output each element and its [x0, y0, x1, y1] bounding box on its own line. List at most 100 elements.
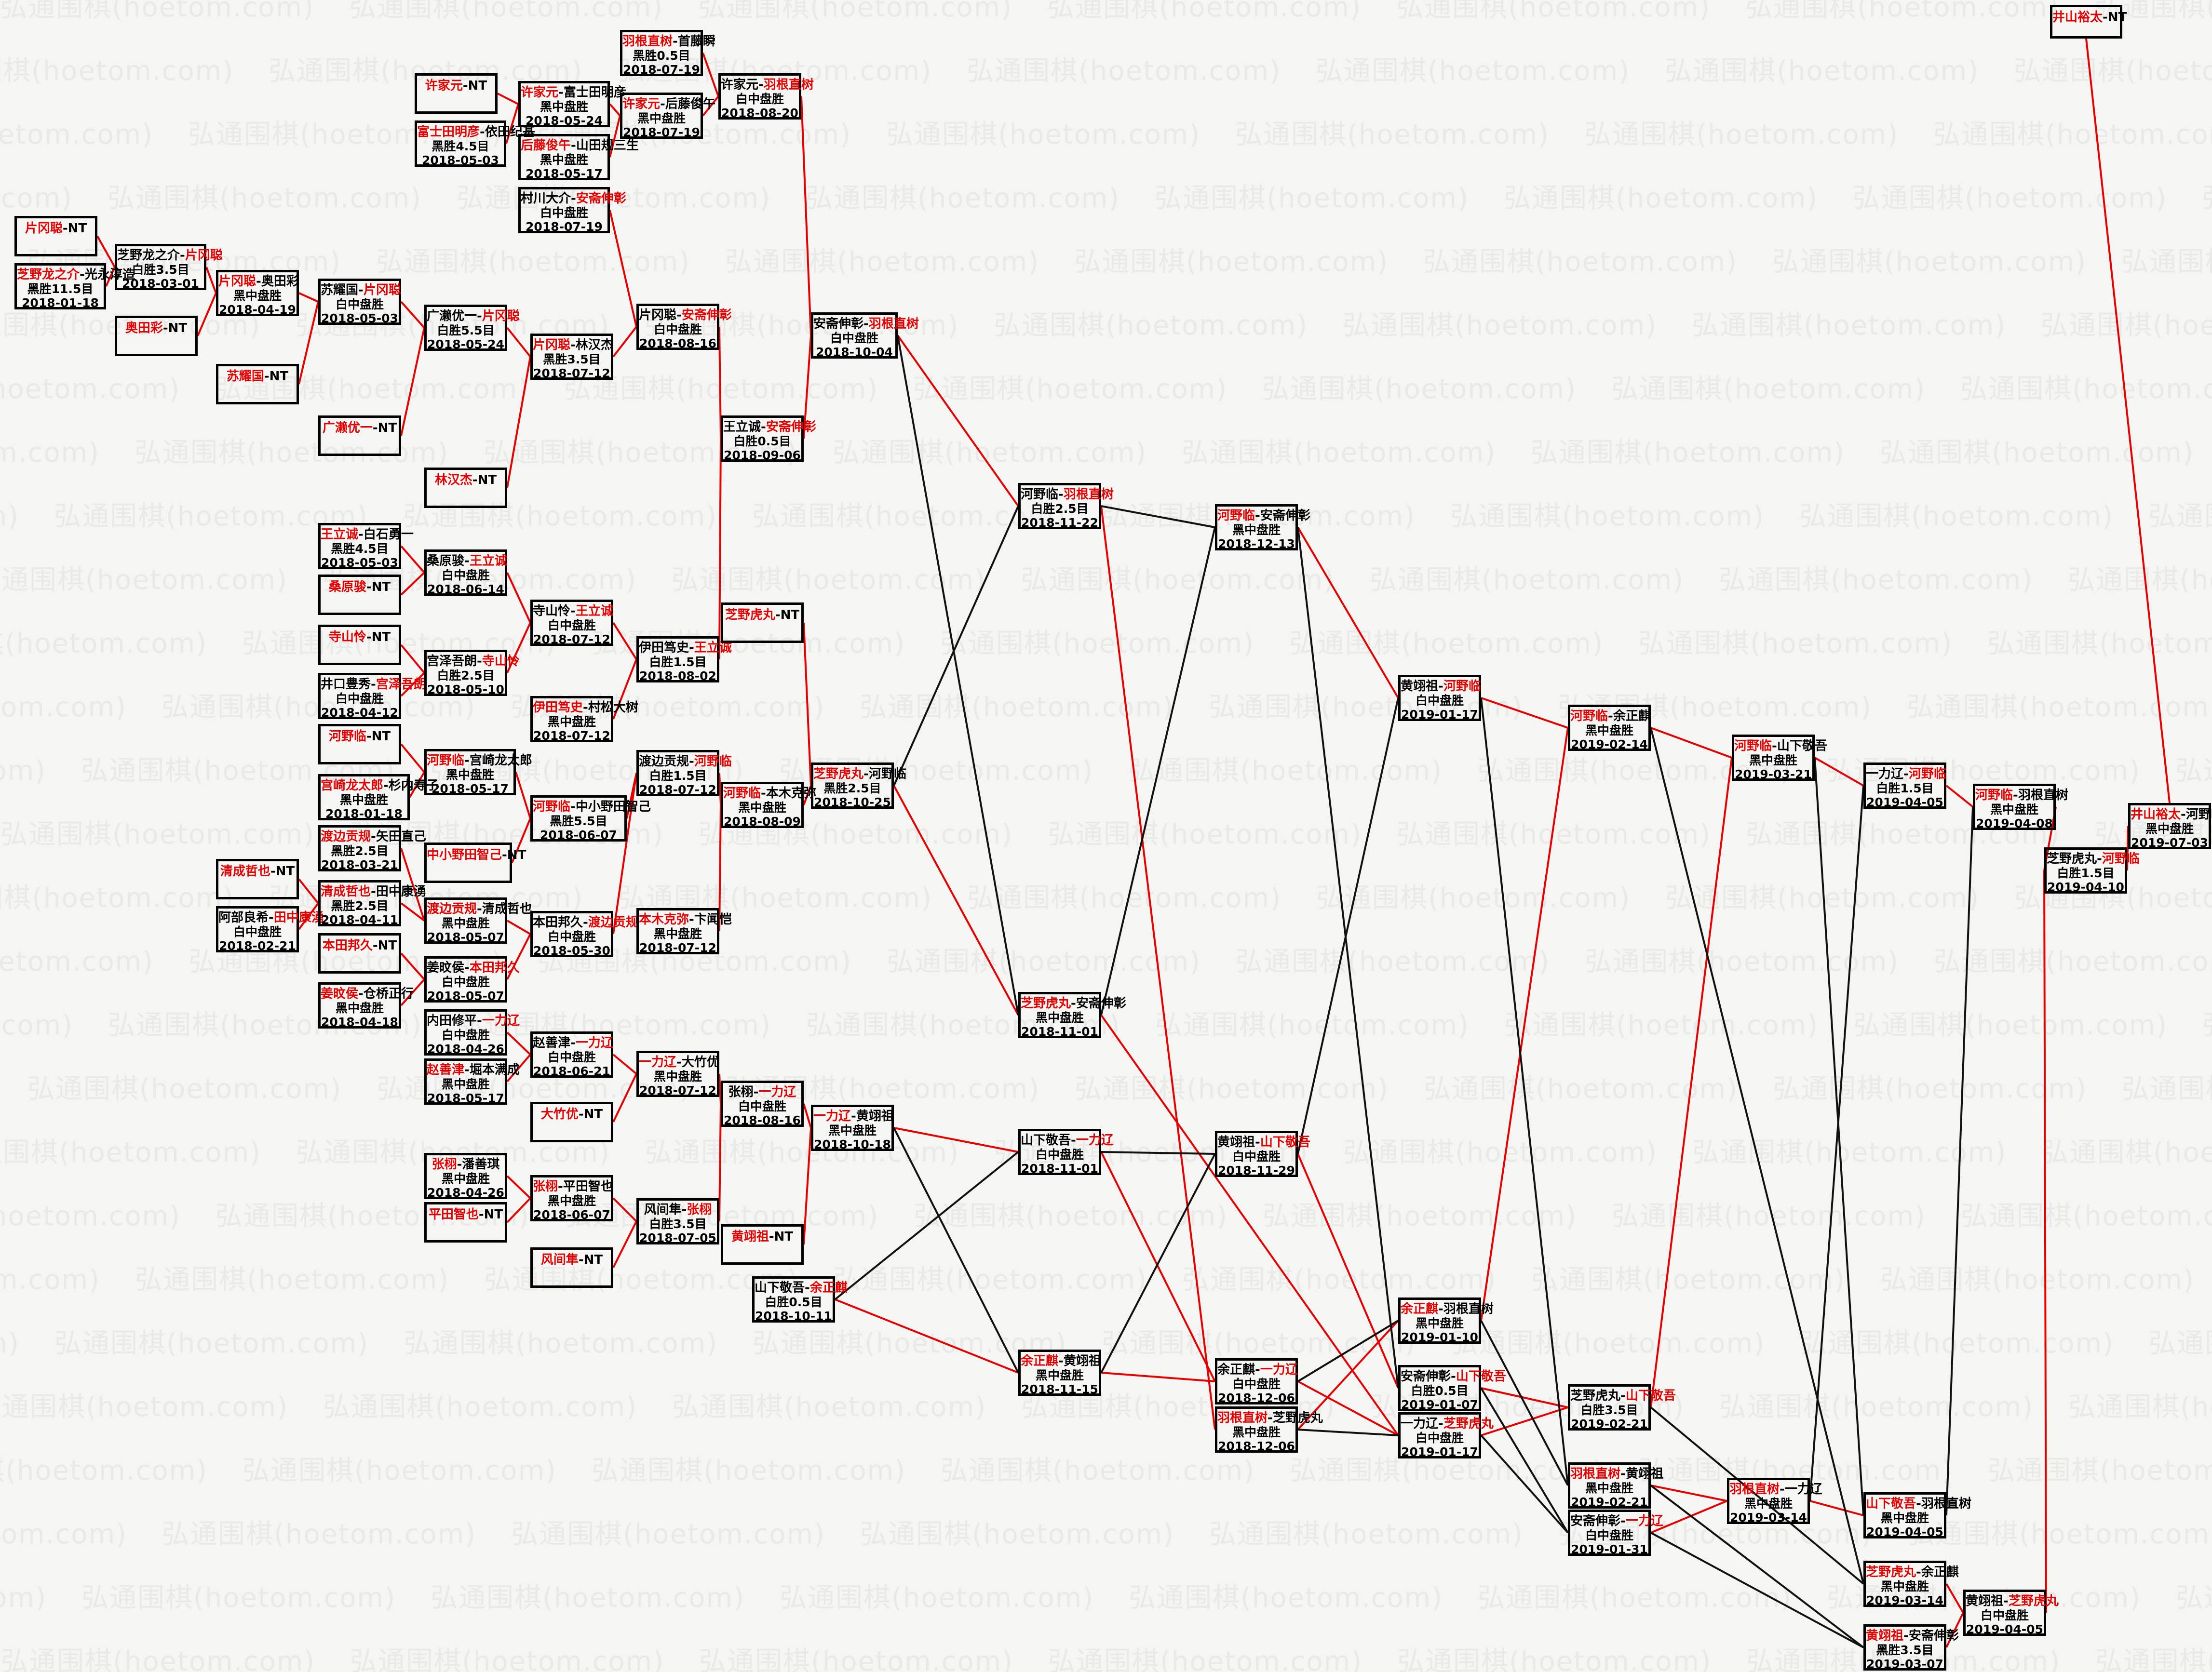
match-box[interactable]: 伊田笃史-村松大树 黑中盘胜 2018-07-12	[530, 696, 638, 743]
match-box[interactable]: 宫泽吾朗-寺山怜 白胜2.5目 2018-05-10	[424, 650, 520, 696]
match-box[interactable]: 伊田笃史-王立诚 白胜1.5目 2018-08-02	[636, 636, 732, 683]
match-box[interactable]: 本木克弥-卞闻恺 黑中盘胜 2018-07-12	[636, 908, 732, 955]
match-box[interactable]: 河野临-本木克弥 黑中盘胜 2018-08-09	[721, 782, 816, 829]
seed-box[interactable]: 林汉杰-NT	[424, 468, 507, 508]
match-box[interactable]: 芝野虎丸-余正麒 黑中盘胜 2019-03-14	[1863, 1561, 1959, 1607]
match-box[interactable]: 井口豊秀-宫泽吾朗 白中盘胜 2018-04-12	[318, 673, 426, 720]
match-box[interactable]: 苏耀国-片冈聪 白中盘胜 2018-05-03	[318, 279, 401, 325]
match-box[interactable]: 赵善津-一力辽 白中盘胜 2018-06-21	[530, 1031, 613, 1078]
match-box[interactable]: 赵善津-堀本满成 黑中盘胜 2018-05-17	[424, 1058, 520, 1105]
match-box[interactable]: 宫崎龙太郎-杉内寿子 黑中盘胜 2018-01-18	[318, 774, 439, 821]
winner-line	[409, 772, 425, 798]
match-box[interactable]: 姜旼侯-本田邦久 白中盘胜 2018-05-07	[424, 956, 520, 1003]
seed-box[interactable]: 河野临-NT	[318, 724, 401, 764]
seed-box[interactable]: 大竹优-NT	[530, 1102, 613, 1142]
match-box[interactable]: 张栩-一力辽 白中盘胜 2018-08-16	[721, 1081, 804, 1127]
match-box[interactable]: 黄翊祖-安斋伸彰 黑胜3.5目 2019-03-07	[1863, 1624, 1959, 1671]
match-box[interactable]: 渡边贡规-河野临 白胜1.5目 2018-07-12	[636, 750, 732, 797]
match-box[interactable]: 清成哲也-田中康湧 黑胜2.5目 2018-04-11	[318, 880, 426, 927]
match-box[interactable]: 后藤俊午-山田规三生 黑中盘胜 2018-05-17	[518, 134, 639, 181]
match-box[interactable]: 片冈聪-奥田彩 黑中盘胜 2018-04-19	[216, 270, 299, 317]
match-box[interactable]: 许家元-后藤俊午 黑中盘胜 2018-07-19	[620, 93, 715, 139]
match-box[interactable]: 山下敬吾-一力辽 白中盘胜 2018-11-01	[1018, 1129, 1114, 1176]
match-box[interactable]: 黄翊祖-河野临 白中盘胜 2019-01-17	[1398, 675, 1481, 722]
match-box[interactable]: 山下敬吾-羽根直树 黑中盘胜 2019-04-05	[1863, 1492, 1971, 1539]
watermark-text: 弘通围棋(hoetom.com)	[2202, 176, 2212, 215]
match-box[interactable]: 河野临-宫崎龙太郎 黑中盘胜 2018-05-17	[424, 749, 532, 796]
match-box[interactable]: 黄翊祖-山下敬吾 白中盘胜 2018-11-29	[1215, 1131, 1310, 1177]
player-black: 阿部良希	[218, 910, 269, 925]
seed-box[interactable]: 黄翊祖-NT	[721, 1224, 804, 1265]
match-box[interactable]: 芝野虎丸-河野临 白胜1.5目 2019-04-10	[2044, 847, 2140, 894]
seed-box[interactable]: 清成哲也-NT	[216, 859, 299, 899]
seed-box[interactable]: 本田邦久-NT	[318, 933, 401, 974]
seed-box[interactable]: 苏耀国-NT	[216, 364, 299, 404]
seed-box[interactable]: 桑原骏-NT	[318, 575, 401, 615]
seed-box[interactable]: 井山裕太-NT	[2050, 5, 2127, 39]
match-box[interactable]: 羽根直树-黄翊祖 黑中盘胜 2019-02-21	[1568, 1462, 1663, 1509]
match-box[interactable]: 芝野虎丸-河野临 黑胜2.5目 2018-10-25	[811, 762, 906, 809]
vs-dash: -	[558, 1179, 563, 1194]
match-box[interactable]: 许家元-羽根直树 白中盘胜 2018-08-20	[718, 73, 814, 120]
match-result: 黑中盘胜	[1880, 1511, 1929, 1525]
match-box[interactable]: 黄翊祖-芝野虎丸 白中盘胜 2019-04-05	[1963, 1590, 2059, 1636]
match-box[interactable]: 一力辽-大竹优 黑中盘胜 2018-07-12	[636, 1051, 719, 1097]
match-box[interactable]: 芝野虎丸-安斋伸彰 黑中盘胜 2018-11-01	[1018, 992, 1126, 1039]
seed-box[interactable]: 奥田彩-NT	[115, 316, 198, 356]
match-box[interactable]: 阿部良希-田中康湧 白中盘胜 2018-02-21	[216, 906, 324, 953]
match-box[interactable]: 河野临-羽根直树 白胜2.5目 2018-11-22	[1018, 483, 1114, 530]
seed-box[interactable]: 风间隼-NT	[530, 1247, 613, 1288]
match-box[interactable]: 安斋伸彰-羽根直树 白中盘胜 2018-10-04	[811, 312, 919, 359]
seed-box[interactable]: 片冈聪-NT	[14, 216, 97, 256]
match-box[interactable]: 寺山怜-王立诚 白中盘胜 2018-07-12	[530, 600, 613, 646]
seed-box[interactable]: 寺山怜-NT	[318, 625, 401, 665]
match-box[interactable]: 渡边贡规-清成哲也 黑中盘胜 2018-05-07	[424, 897, 532, 944]
match-box[interactable]: 渡边贡规-矢田直己 黑胜2.5目 2018-03-21	[318, 825, 426, 872]
match-box[interactable]: 张栩-平田智也 黑中盘胜 2018-06-07	[530, 1175, 613, 1222]
match-box[interactable]: 羽根直树-一力辽 黑中盘胜 2019-03-14	[1727, 1478, 1822, 1525]
match-box[interactable]: 河野临-中小野田智己 黑胜5.5目 2018-06-07	[530, 795, 651, 842]
match-box[interactable]: 羽根直树-首藤瞬 黑胜0.5目 2018-07-19	[620, 30, 715, 77]
seed-box[interactable]: 平田智也-NT	[424, 1202, 507, 1243]
seed-box[interactable]: 芝野虎丸-NT	[721, 602, 804, 643]
match-box[interactable]: 许家元-富士田明彦 黑中盘胜 2018-05-24	[518, 81, 626, 128]
match-date: 2018-10-11	[755, 1309, 832, 1323]
match-box[interactable]: 一力辽-芝野虎丸 白中盘胜 2019-01-17	[1398, 1412, 1494, 1459]
match-box[interactable]: 安斋伸彰-山下敬吾 白胜0.5目 2019-01-07	[1398, 1365, 1506, 1412]
seed-box[interactable]: 许家元-NT	[415, 73, 498, 114]
seed-box[interactable]: 中小野田智己-NT	[424, 843, 526, 883]
match-box[interactable]: 王立诚-白石勇一 黑胜4.5目 2018-05-03	[318, 523, 414, 570]
match-box[interactable]: 河野临-余正麒 黑中盘胜 2019-02-14	[1568, 705, 1651, 751]
match-box[interactable]: 山下敬吾-余正麒 白胜0.5目 2018-10-11	[752, 1276, 848, 1323]
match-box[interactable]: 余正麒-一力辽 白中盘胜 2018-12-06	[1215, 1358, 1298, 1405]
match-box[interactable]: 王立诚-安斋伸彰 白胜0.5目 2018-09-06	[721, 415, 816, 462]
match-box[interactable]: 片冈聪-林汉杰 黑胜3.5目 2018-07-12	[530, 334, 613, 380]
match-box[interactable]: 余正麒-黄翊祖 黑中盘胜 2018-11-15	[1018, 1350, 1101, 1396]
watermark-text: 弘通围棋(hoetom.com)	[1773, 1073, 2088, 1105]
match-box[interactable]: 河野临-山下敬吾 黑中盘胜 2019-03-21	[1732, 735, 1827, 781]
match-box[interactable]: 富士田明彦-依田纪基 黑胜4.5目 2018-05-03	[415, 120, 535, 167]
match-box[interactable]: 芝野龙之介-片冈聪 白胜3.5目 2018-03-01	[115, 244, 223, 291]
match-box[interactable]: 一力辽-黄翊祖 黑中盘胜 2018-10-18	[811, 1105, 894, 1151]
match-box[interactable]: 河野临-安斋伸彰 黑中盘胜 2018-12-13	[1215, 504, 1310, 551]
match-box[interactable]: 河野临-羽根直树 黑中盘胜 2019-04-08	[1973, 784, 2068, 830]
match-box[interactable]: 羽根直树-芝野虎丸 黑中盘胜 2018-12-06	[1215, 1406, 1323, 1453]
match-box[interactable]: 井山裕太-河野临黑中盘胜2019-07-03	[2128, 803, 2212, 850]
match-box[interactable]: 广濑优一-片冈聪 白胜5.5目 2018-05-24	[424, 305, 520, 351]
match-box[interactable]: 片冈聪-安斋伸彰 白中盘胜 2018-08-16	[636, 304, 732, 350]
match-box[interactable]: 桑原骏-王立诚 白中盘胜 2018-06-14	[424, 549, 507, 596]
match-box[interactable]: 姜旼侯-仓桥正行 黑中盘胜 2018-04-18	[318, 982, 414, 1029]
match-box[interactable]: 安斋伸彰-一力辽 白中盘胜 2019-01-31	[1568, 1510, 1663, 1556]
match-box[interactable]: 村川大介-安斋伸彰 白中盘胜 2018-07-19	[518, 187, 626, 234]
match-box[interactable]: 余正麒-羽根直树 黑中盘胜 2019-01-10	[1398, 1297, 1494, 1344]
match-box[interactable]: 一力辽-河野临 白胜1.5目 2019-04-05	[1863, 762, 1946, 809]
match-box[interactable]: 张栩-潘善琪 黑中盘胜 2018-04-26	[424, 1153, 507, 1200]
match-box[interactable]: 芝野龙之介-光永淳造 黑胜11.5目 2018-01-18	[14, 263, 135, 310]
seed-box[interactable]: 广濑优一-NT	[318, 415, 401, 456]
match-box[interactable]: 芝野虎丸-山下敬吾 白胜3.5目 2019-02-21	[1568, 1384, 1676, 1431]
match-date: 2019-01-31	[1571, 1542, 1648, 1556]
match-box[interactable]: 本田邦久-渡边贡规 白中盘胜 2018-05-30	[530, 911, 638, 958]
player-white: 一力辽	[1784, 1482, 1822, 1497]
match-box[interactable]: 内田修平-一力辽 白中盘胜 2018-04-26	[424, 1009, 520, 1056]
match-box[interactable]: 风间隼-张栩 白胜3.5目 2018-07-05	[636, 1198, 719, 1245]
